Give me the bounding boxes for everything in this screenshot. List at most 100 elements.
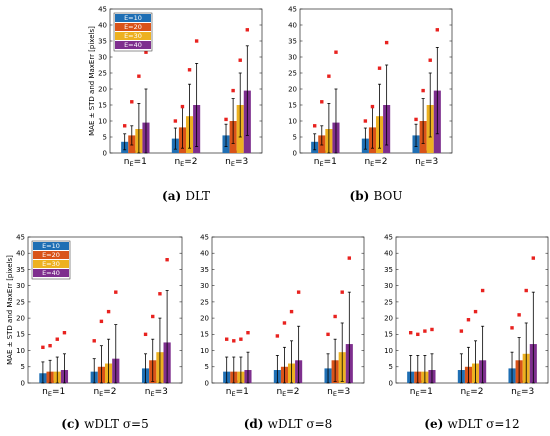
max-error-marker [480,288,485,293]
x-tick-label: nE=1 [314,157,337,168]
y-tick-label: 0 [103,149,107,157]
y-tick-label: 10 [288,117,297,125]
max-error-marker [326,332,330,337]
max-error-marker [296,290,301,294]
max-error-marker [106,309,111,314]
x-tick-label: nE=3 [145,387,168,398]
max-error-marker [99,319,104,324]
y-tick-label: 45 [200,233,209,241]
x-tick-label: nE=2 [174,157,197,168]
y-tick-label: 20 [384,315,393,323]
y-tick-label: 45 [288,5,297,13]
x-tick-label: nE=1 [124,157,147,168]
y-tick-label: 0 [389,379,393,387]
y-tick-label: 5 [21,363,25,371]
y-axis-label: MAE ± STD and MaxErr [pixels] [6,255,14,365]
y-tick-label: 5 [389,363,393,371]
y-tick-label: 15 [98,101,107,109]
legend-entry: E=20 [124,23,142,31]
legend-swatch [115,14,151,22]
max-error-marker [180,104,185,109]
max-error-marker [531,256,536,260]
max-error-marker [370,104,375,109]
legend-swatch [115,23,151,31]
x-tick-label: nE=1 [42,387,65,398]
y-tick-label: 15 [288,101,297,109]
y-tick-label: 25 [384,298,393,306]
chart-panel-5: 0 5 10 15 20 25 30 35 40 45 nE=1 nE=2 nE=3 (e) wDLT σ… [384,233,549,431]
max-error-marker [173,119,178,123]
y-tick-label: 45 [98,5,107,13]
y-tick-label: 10 [384,347,393,355]
y-tick-label: 25 [98,69,107,77]
max-error-marker [62,331,67,335]
legend: E=10E=20E=30E=40 [113,12,153,52]
max-error-marker [340,290,344,294]
max-error-marker [165,258,169,262]
max-error-marker [421,88,425,93]
legend-entry: E=20 [42,251,60,259]
panel-caption: (a) DLT [162,189,210,203]
max-error-marker [48,343,52,348]
max-error-marker [377,66,382,70]
max-error-marker [224,337,229,341]
max-error-marker [224,117,228,122]
y-tick-label: 10 [16,347,25,355]
y-tick-label: 35 [98,37,107,45]
legend-swatch [115,41,151,49]
y-tick-label: 40 [288,21,297,29]
y-tick-label: 40 [98,21,107,29]
legend-entry: E=30 [124,32,142,40]
max-error-marker [320,100,324,104]
x-tick-label: nE=1 [226,387,249,398]
legend-entry: E=10 [124,14,142,22]
y-tick-label: 45 [384,233,393,241]
y-axis-label: MAE ± STD and MaxErr [pixels] [88,26,96,136]
max-error-marker [416,332,420,337]
chart-panel-3: 0 5 10 15 20 25 30 35 40 45 MAE ± STD and MaxErr [… [6,233,183,431]
y-tick-label: 0 [21,379,25,387]
y-tick-label: 10 [98,117,107,125]
max-error-marker [312,124,317,128]
max-error-marker [282,321,287,325]
y-tick-label: 20 [288,85,297,93]
y-tick-label: 15 [16,331,25,339]
x-tick-label: nE=2 [93,387,116,398]
max-error-marker [510,326,514,330]
panel-caption: (d) wDLT σ=8 [244,417,333,431]
max-error-marker [239,337,243,341]
y-tick-label: 15 [200,331,209,339]
panel-caption: (b) BOU [350,189,403,203]
y-tick-label: 30 [98,53,107,61]
x-tick-label: nE=3 [511,387,534,398]
max-error-marker [238,58,242,62]
y-tick-label: 25 [16,298,25,306]
y-tick-label: 30 [16,282,25,290]
legend-swatch [33,251,69,259]
max-error-marker [459,329,464,333]
legend-entry: E=40 [124,41,142,49]
max-error-marker [327,74,331,78]
max-error-marker [408,331,413,335]
panel-caption: (e) wDLT σ=12 [424,417,519,431]
max-error-marker [334,50,338,54]
x-tick-label: nE=2 [460,387,483,398]
max-error-marker [428,58,432,62]
legend-swatch [33,269,69,277]
legend-swatch [33,242,69,250]
max-error-marker [130,100,134,104]
y-tick-label: 10 [200,347,209,355]
y-tick-label: 30 [384,282,393,290]
legend-entry: E=40 [42,269,60,277]
y-tick-label: 5 [205,363,209,371]
max-error-marker [187,68,192,72]
max-error-marker [275,334,280,338]
max-error-marker [423,329,427,333]
max-error-marker [137,74,141,78]
y-tick-label: 20 [16,315,25,323]
chart-panel-2: 0 5 10 15 20 25 30 35 40 45 nE=1 nE=2 nE=3 (b) BOU [288,5,453,203]
max-error-marker [289,309,294,314]
y-tick-label: 40 [200,250,209,258]
max-error-marker [430,327,434,332]
